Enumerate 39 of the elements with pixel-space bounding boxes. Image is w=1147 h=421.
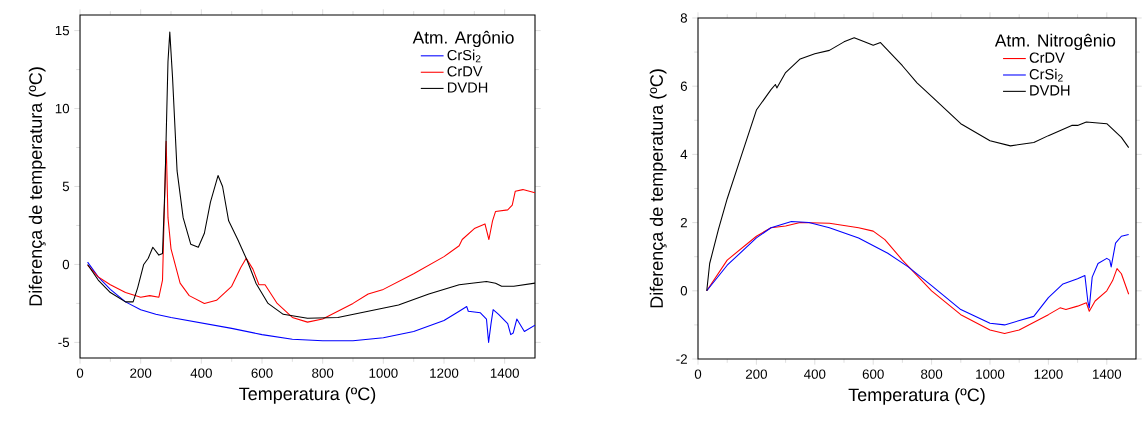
legend-label: DVDH xyxy=(447,82,488,93)
x-tick-label: 1200 xyxy=(430,368,459,378)
x-tick-label: 600 xyxy=(251,368,273,378)
x-axis-title: Temperatura (ºC) xyxy=(239,386,376,404)
y-tick-label: 6 xyxy=(680,81,688,91)
x-tick-label: 400 xyxy=(190,368,212,378)
y-axis-title: Diferença de temperatura (ºC) xyxy=(649,69,667,308)
x-tick-label: 800 xyxy=(312,368,334,378)
x-tick-label: 1400 xyxy=(1092,369,1122,379)
legend-title: Atm. Nitrogênio xyxy=(994,33,1116,51)
x-tick-label: 1000 xyxy=(369,368,398,378)
y-axis-title: Diferença de temperatura (ºC) xyxy=(28,67,46,306)
legend-label: CrDV xyxy=(1029,52,1065,63)
x-axis-title: Temperatura (ºC) xyxy=(848,387,985,405)
x-tick-label: 200 xyxy=(130,368,152,378)
y-tick-label: -2 xyxy=(676,354,687,364)
y-tick-label: 0 xyxy=(62,259,70,270)
y-tick-label: 10 xyxy=(55,103,70,114)
x-tick-label: 1000 xyxy=(976,369,1005,379)
x-tick-label: 0 xyxy=(76,368,84,378)
y-tick-label: 15 xyxy=(55,25,70,36)
y-tick-label: -5 xyxy=(58,337,70,348)
x-tick-label: 800 xyxy=(921,369,943,379)
y-tick-label: 8 xyxy=(680,13,688,23)
x-tick-label: 1200 xyxy=(1034,369,1063,379)
y-tick-label: 0 xyxy=(680,286,688,296)
x-tick-label: 0 xyxy=(694,369,702,379)
x-tick-label: 200 xyxy=(745,369,767,379)
legend-label: CrSi$_{2}$ xyxy=(447,49,481,63)
legend-label: DVDH xyxy=(1030,85,1070,96)
y-tick-label: 5 xyxy=(62,181,70,192)
x-tick-label: 1400 xyxy=(490,368,519,378)
legend-title: Atm. Argônio xyxy=(412,30,514,48)
y-tick-label: 2 xyxy=(680,217,687,228)
y-tick-label: 4 xyxy=(680,149,688,159)
x-tick-label: 400 xyxy=(803,369,826,379)
x-tick-label: 600 xyxy=(862,369,884,379)
legend-label: CrSi$_{2}$ xyxy=(1029,68,1063,82)
legend-label: CrDV xyxy=(447,66,483,77)
